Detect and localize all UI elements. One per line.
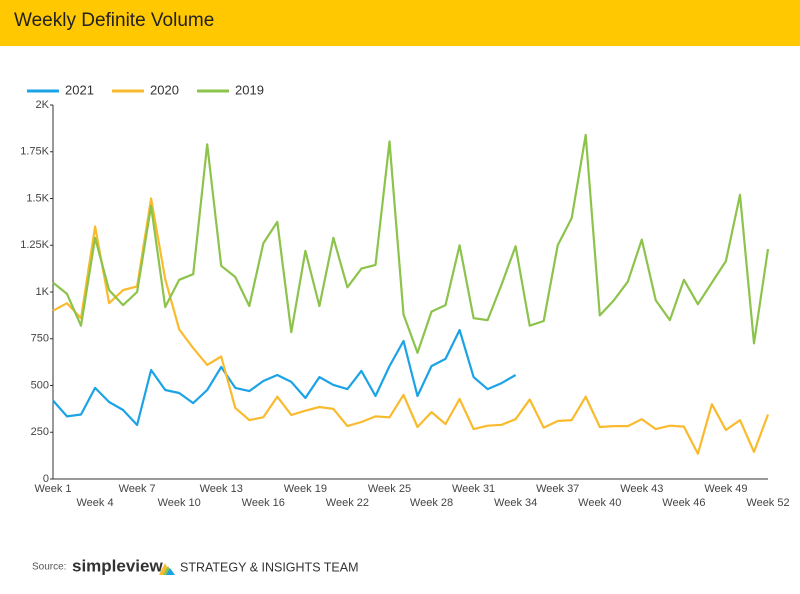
- y-tick-label: 750: [31, 333, 49, 345]
- y-tick-label: 1.75K: [20, 146, 49, 158]
- y-tick-label: 500: [31, 379, 49, 391]
- legend-label: 2021: [65, 82, 94, 97]
- y-tick-label: 1K: [36, 286, 50, 298]
- x-tick-label: Week 16: [242, 497, 285, 509]
- series-line: [52, 328, 517, 427]
- x-tick-label: Week 10: [158, 497, 201, 509]
- chart-title: Weekly Definite Volume: [14, 10, 214, 31]
- x-tick-label: Week 7: [119, 483, 156, 495]
- x-tick-label: Week 13: [200, 483, 243, 495]
- x-tick-label: Week 34: [494, 497, 537, 509]
- brand-icon: [159, 563, 175, 575]
- x-tick-label: Week 22: [326, 497, 369, 509]
- series-line: [52, 197, 770, 455]
- legend-label: 2020: [150, 82, 179, 97]
- x-tick-label: Week 43: [620, 483, 663, 495]
- x-tick-label: Week 31: [452, 483, 495, 495]
- x-tick-label: Week 37: [536, 483, 579, 495]
- y-tick-label: 1.25K: [20, 239, 49, 251]
- source-label: Source:: [32, 562, 66, 573]
- header-band: [0, 0, 800, 46]
- x-tick-label: Week 40: [578, 497, 621, 509]
- team-label: STRATEGY & INSIGHTS TEAM: [180, 560, 359, 574]
- y-tick-label: 0: [43, 473, 49, 485]
- y-tick-label: 1.5K: [26, 192, 49, 204]
- y-tick-label: 2K: [36, 99, 50, 111]
- x-tick-label: Week 1: [34, 483, 71, 495]
- legend-label: 2019: [235, 82, 264, 97]
- x-tick-label: Week 49: [704, 483, 747, 495]
- brand: simpleview: [72, 556, 163, 575]
- x-tick-label: Week 25: [368, 483, 411, 495]
- x-tick-label: Week 4: [77, 497, 114, 509]
- series-line: [52, 133, 770, 354]
- x-tick-label: Week 28: [410, 497, 453, 509]
- y-tick-label: 250: [31, 426, 49, 438]
- x-tick-label: Week 19: [284, 483, 327, 495]
- x-tick-label: Week 46: [662, 497, 705, 509]
- x-tick-label: Week 52: [746, 497, 789, 509]
